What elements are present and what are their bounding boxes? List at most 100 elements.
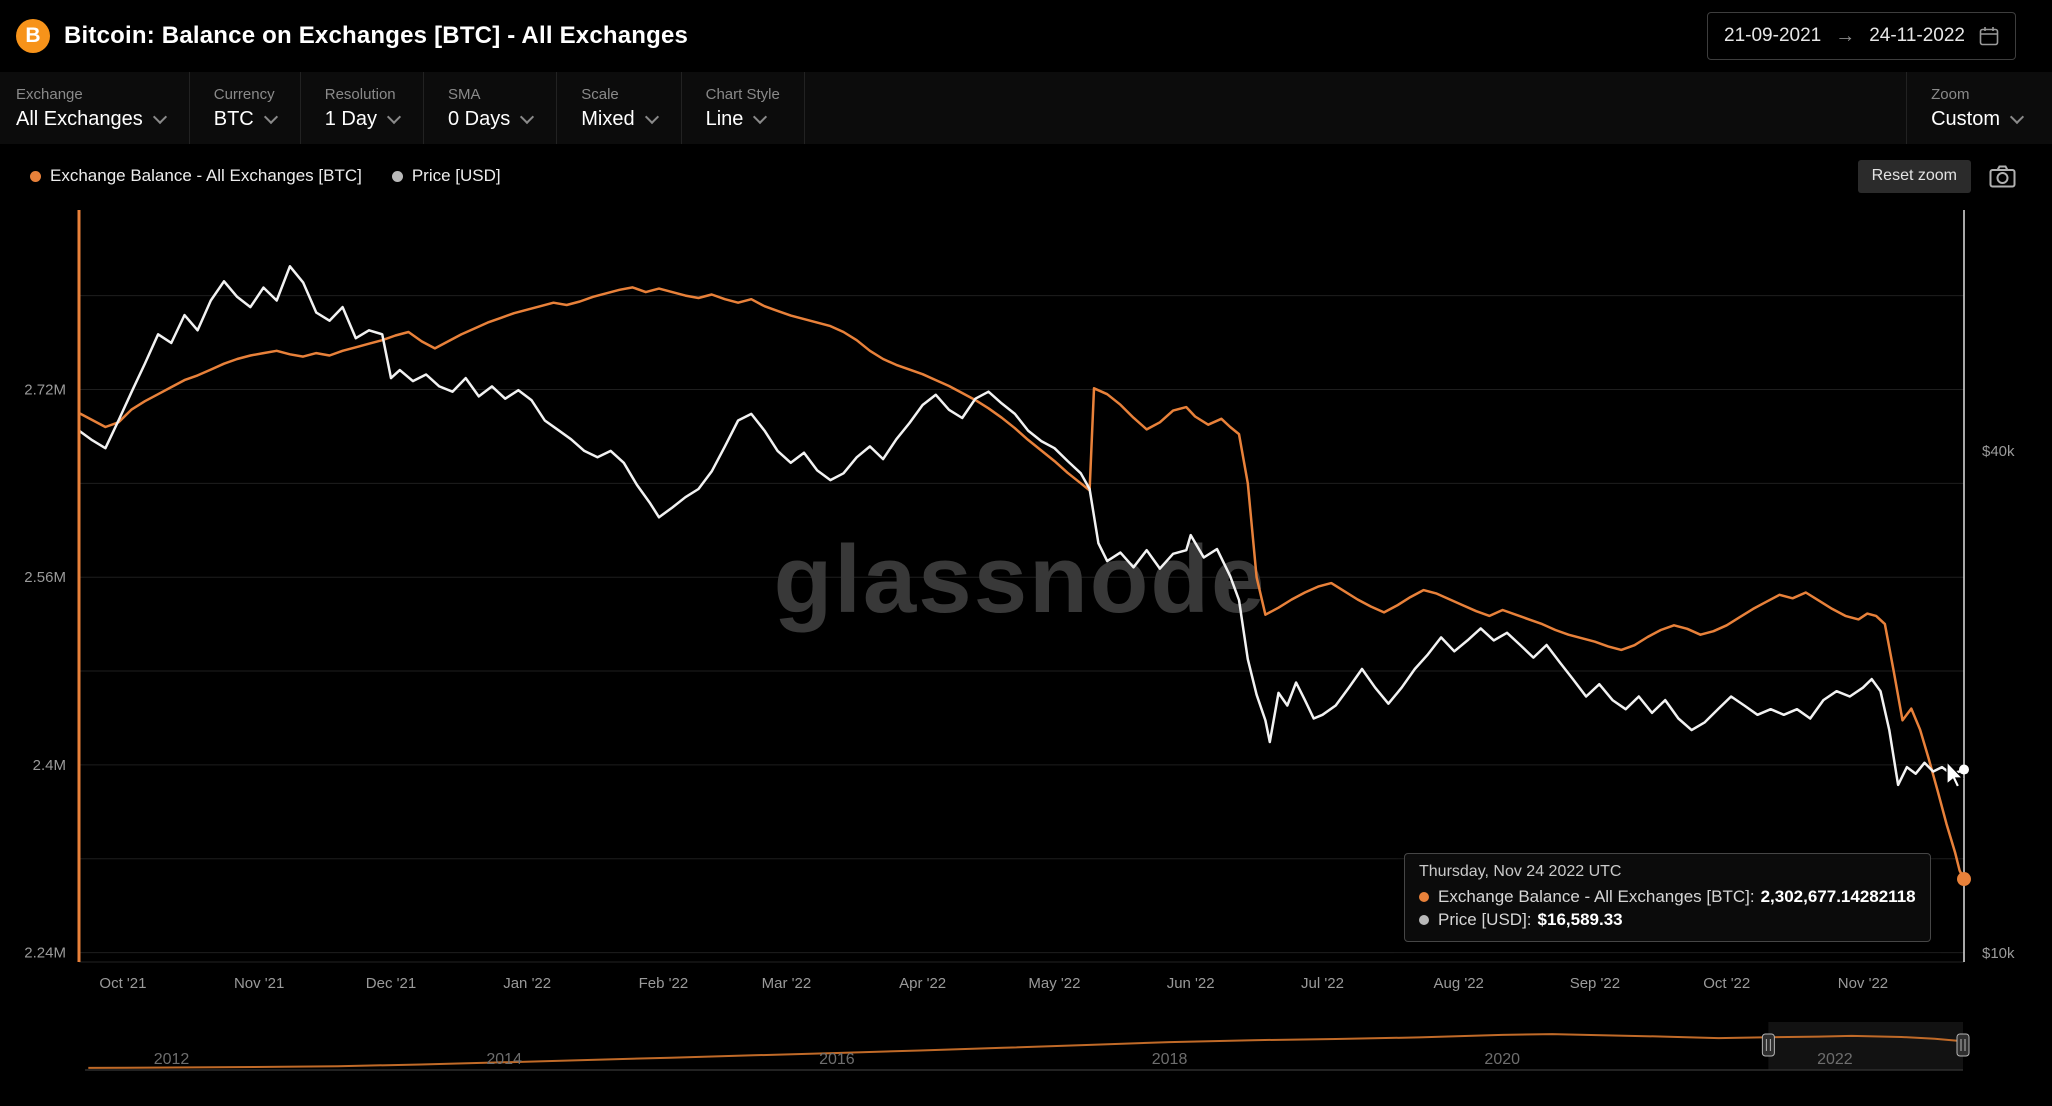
y-right-tick-label: $10k [1982, 945, 2015, 962]
chevron-down-icon [2009, 109, 2025, 125]
y-left-tick-label: 2.4M [33, 757, 66, 774]
x-tick-label: Jan '22 [503, 975, 551, 992]
tooltip-price-value: $16,589.33 [1537, 910, 1623, 929]
navigator-selected-range[interactable] [1768, 1022, 1963, 1070]
page-title: Bitcoin: Balance on Exchanges [BTC] - Al… [64, 22, 689, 49]
divider [680, 72, 682, 144]
chart-tooltip: Thursday, Nov 24 2022 UTC Exchange Balan… [1404, 853, 1931, 942]
header: B Bitcoin: Balance on Exchanges [BTC] - … [0, 0, 2052, 72]
resolution-value: 1 Day [324, 107, 377, 130]
x-tick-label: Oct '21 [99, 975, 146, 992]
date-start[interactable]: 21-09-2021 [1724, 25, 1822, 46]
divider [1906, 72, 1908, 144]
chart-style-value: Line [705, 107, 744, 130]
balance-endpoint-marker [1957, 872, 1971, 887]
exchange-value: All Exchanges [16, 107, 143, 130]
divider [803, 72, 805, 144]
scale-value: Mixed [581, 107, 635, 130]
legend-label: Exchange Balance - All Exchanges [BTC] [50, 166, 362, 185]
navigator-year-label: 2012 [154, 1051, 190, 1068]
sma-dropdown[interactable]: SMA 0 Days [424, 72, 556, 144]
zoom-value: Custom [1931, 107, 2000, 130]
currency-value: BTC [213, 107, 254, 130]
x-tick-label: Mar '22 [762, 975, 812, 992]
navigator-handle-right[interactable] [1956, 1033, 1970, 1057]
currency-dropdown[interactable]: Currency BTC [190, 72, 300, 144]
divider [188, 72, 190, 144]
resolution-dropdown[interactable]: Resolution 1 Day [301, 72, 423, 144]
x-tick-label: Apr '22 [899, 975, 946, 992]
divider [423, 72, 424, 144]
navigator-year-label: 2018 [1152, 1051, 1188, 1068]
price-series-line [77, 265, 1966, 787]
chevron-down-icon [644, 109, 659, 125]
y-left-tick-label: 2.24M [24, 945, 66, 962]
x-tick-label: Aug '22 [1433, 975, 1483, 992]
navigator-year-label: 2022 [1817, 1051, 1853, 1068]
date-range-picker[interactable]: 21-09-2021 → 24-11-2022 [1707, 12, 2016, 60]
exchange-dropdown[interactable]: Exchange All Exchanges [0, 72, 189, 144]
x-tick-label: Nov '22 [1838, 975, 1888, 992]
navigator-year-label: 2014 [486, 1051, 522, 1068]
x-tick-label: Sep '22 [1570, 975, 1620, 992]
chart-style-dropdown[interactable]: Chart Style Line [682, 72, 804, 144]
legend-item-price[interactable]: Price [USD] [391, 166, 501, 186]
chevron-down-icon [520, 109, 535, 125]
x-tick-label: Feb '22 [639, 975, 689, 992]
x-tick-label: Oct '22 [1703, 975, 1750, 992]
bitcoin-icon: B [16, 19, 50, 53]
sma-value: 0 Days [448, 107, 511, 130]
scale-label: Scale [581, 85, 619, 103]
chevron-down-icon [263, 109, 278, 125]
scale-dropdown[interactable]: Scale Mixed [557, 72, 680, 144]
y-left-tick-label: 2.72M [24, 381, 66, 398]
mouse-cursor-icon [1946, 760, 1964, 788]
series-dot-gray-icon [1419, 915, 1429, 925]
tooltip-balance-value: 2,302,677.14282118 [1760, 887, 1916, 906]
camera-icon [1989, 165, 2016, 187]
legend-item-exchange-balance[interactable]: Exchange Balance - All Exchanges [BTC] [30, 166, 362, 186]
resolution-label: Resolution [324, 85, 396, 103]
arrow-right-icon: → [1835, 24, 1856, 47]
chevron-down-icon [152, 109, 167, 125]
chevron-down-icon [753, 109, 768, 125]
divider [299, 72, 301, 144]
exchange-label: Exchange [16, 85, 83, 103]
series-dot-gray-icon [391, 170, 403, 182]
date-end[interactable]: 24-11-2022 [1869, 25, 1965, 46]
navigator-series-line [88, 1033, 1964, 1069]
tooltip-price-label: Price [USD]: [1438, 910, 1532, 929]
legend: Exchange Balance - All Exchanges [BTC] P… [0, 152, 2052, 200]
x-tick-label: May '22 [1028, 975, 1080, 992]
chevron-down-icon [386, 109, 402, 125]
toolbar: Exchange All Exchanges Currency BTC Reso… [0, 72, 2052, 144]
x-tick-label: Nov '21 [234, 975, 284, 992]
glassnode-watermark: glassnode [774, 526, 1267, 633]
zoom-label: Zoom [1931, 85, 1970, 103]
calendar-icon[interactable] [1979, 26, 1999, 46]
navigator-year-label: 2016 [819, 1051, 855, 1068]
tooltip-date: Thursday, Nov 24 2022 UTC [1419, 863, 1622, 880]
currency-label: Currency [213, 85, 275, 103]
x-tick-label: Jun '22 [1167, 975, 1215, 992]
series-dot-orange-icon [30, 170, 41, 182]
chart-style-label: Chart Style [705, 85, 780, 103]
x-tick-label: Dec '21 [366, 975, 416, 992]
camera-button[interactable] [1989, 165, 2016, 188]
tooltip-balance-label: Exchange Balance - All Exchanges [BTC]: [1438, 887, 1755, 906]
y-right-tick-label: $40k [1982, 443, 2015, 460]
y-left-tick-label: 2.56M [24, 569, 66, 586]
navigator-year-label: 2020 [1484, 1051, 1520, 1068]
sma-label: SMA [448, 85, 481, 103]
x-tick-label: Jul '22 [1301, 975, 1344, 992]
price-endpoint-marker [1959, 764, 1969, 775]
balance-series-line [77, 286, 1966, 881]
legend-label: Price [USD] [411, 166, 501, 185]
reset-zoom-button[interactable]: Reset zoom [1857, 159, 1971, 193]
navigator-handle-left[interactable] [1761, 1033, 1775, 1057]
series-dot-orange-icon [1419, 892, 1429, 902]
divider [556, 72, 558, 144]
zoom-dropdown[interactable]: Zoom Custom [1907, 72, 2052, 144]
